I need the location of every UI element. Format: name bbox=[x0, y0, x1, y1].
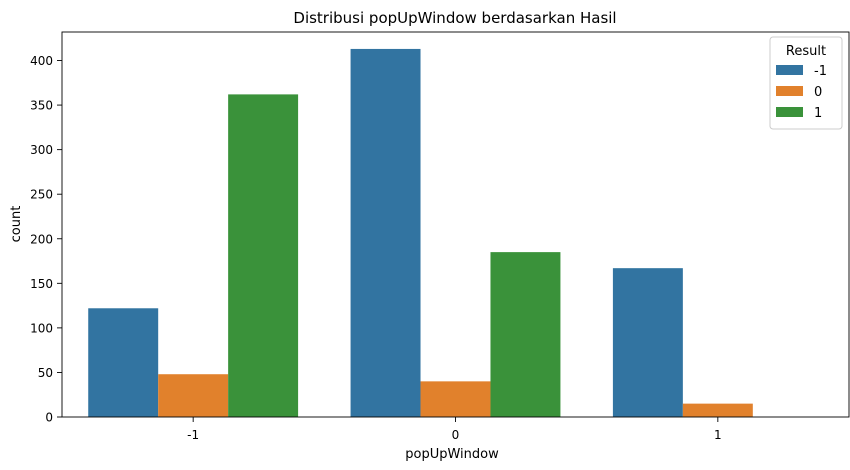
x-tick-label: -1 bbox=[187, 428, 199, 442]
bar bbox=[158, 374, 229, 417]
legend: Result -1 0 1 bbox=[769, 36, 843, 130]
plot-frame bbox=[61, 31, 850, 418]
bar bbox=[88, 308, 159, 417]
legend-box bbox=[769, 36, 843, 130]
y-tick-label: 0 bbox=[45, 411, 53, 425]
y-tick-label: 300 bbox=[30, 143, 53, 157]
legend-label: 0 bbox=[814, 85, 822, 100]
bar bbox=[228, 94, 299, 417]
legend-swatch bbox=[776, 65, 803, 75]
x-axis-label: popUpWindow bbox=[405, 447, 499, 462]
y-tick-label: 50 bbox=[38, 366, 53, 380]
x-axis: -1 0 1 bbox=[187, 417, 722, 442]
bar bbox=[682, 403, 753, 417]
bars-group bbox=[88, 48, 753, 418]
y-tick-label: 100 bbox=[30, 321, 53, 335]
x-tick-label: 1 bbox=[714, 428, 722, 442]
legend-title: Result bbox=[786, 44, 826, 59]
x-tick-label: 0 bbox=[452, 428, 460, 442]
bar bbox=[490, 252, 561, 417]
bar bbox=[350, 48, 421, 418]
y-tick-label: 150 bbox=[30, 277, 53, 291]
y-tick-label: 400 bbox=[30, 54, 53, 68]
legend-label: 1 bbox=[814, 106, 822, 121]
bar bbox=[612, 268, 683, 417]
y-tick-label: 250 bbox=[30, 188, 53, 202]
bar bbox=[420, 381, 491, 417]
legend-swatch bbox=[776, 86, 803, 96]
y-axis-label: count bbox=[9, 206, 24, 243]
y-axis: 0 50 100 150 200 250 300 350 400 bbox=[30, 54, 62, 425]
y-tick-label: 350 bbox=[30, 99, 53, 113]
y-tick-label: 200 bbox=[30, 232, 53, 246]
legend-swatch bbox=[776, 107, 803, 117]
chart-title: Distribusi popUpWindow berdasarkan Hasil bbox=[293, 9, 616, 27]
legend-label: -1 bbox=[814, 64, 827, 79]
